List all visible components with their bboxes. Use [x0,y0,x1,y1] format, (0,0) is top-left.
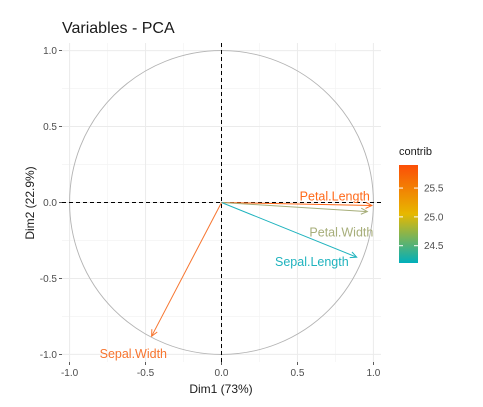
arrow-head-sepal-length [349,251,358,259]
x-tick-label: 0.5 [290,368,304,379]
x-axis-ticks: -1.0 -0.5 0.0 0.5 1.0 [61,362,381,379]
arrow-shaft-sepal-width [151,202,222,337]
y-tick-label: 0.0 [43,198,57,209]
legend-tick-label: 25.5 [424,184,444,195]
x-tick-label: -1.0 [61,368,79,379]
arrow-sepal-width [151,202,222,338]
legend: contrib 25.5 25.0 24.5 [399,146,444,263]
arrow-head-petal-length [365,201,374,209]
y-tick-label: 1.0 [43,46,57,57]
label-sepal-length: Sepal.Length [275,255,349,269]
x-axis-title: Dim1 (73%) [189,382,252,396]
legend-tick-label: 25.0 [424,212,444,223]
legend-colorbar [399,165,418,263]
x-tick-label: -0.5 [137,368,155,379]
legend-title: contrib [399,146,432,158]
label-petal-width: Petal.Width [309,226,373,240]
label-petal-length: Petal.Length [300,190,370,204]
y-axis-ticks: -1.0 -0.5 0.0 0.5 1.0 [40,46,62,361]
arrow-shaft-petal-width [221,202,368,213]
label-sepal-width: Sepal.Width [100,347,167,361]
arrow-shaft-sepal-length [221,202,357,258]
variable-arrows [151,201,374,338]
y-tick-label: -1.0 [40,350,58,361]
arrow-sepal-length [221,202,358,259]
legend-ticks: 25.5 25.0 24.5 [399,184,444,252]
y-tick-label: 0.5 [43,122,57,133]
variable-labels: Petal.Length Petal.Width Sepal.Length Sepal… [100,190,374,362]
x-tick-label: 0.0 [215,368,229,379]
x-tick-label: 1.0 [366,368,380,379]
arrow-shaft-petal-length [221,202,372,207]
arrow-petal-length [221,201,374,209]
arrow-head-petal-width [360,207,369,215]
y-axis-title: Dim2 (22.9%) [23,166,37,239]
y-tick-label: -0.5 [40,274,58,285]
arrow-petal-width [221,202,369,215]
chart-title: Variables - PCA [62,20,175,37]
arrow-head-sepal-width [151,329,158,338]
legend-tick-label: 24.5 [424,241,444,252]
